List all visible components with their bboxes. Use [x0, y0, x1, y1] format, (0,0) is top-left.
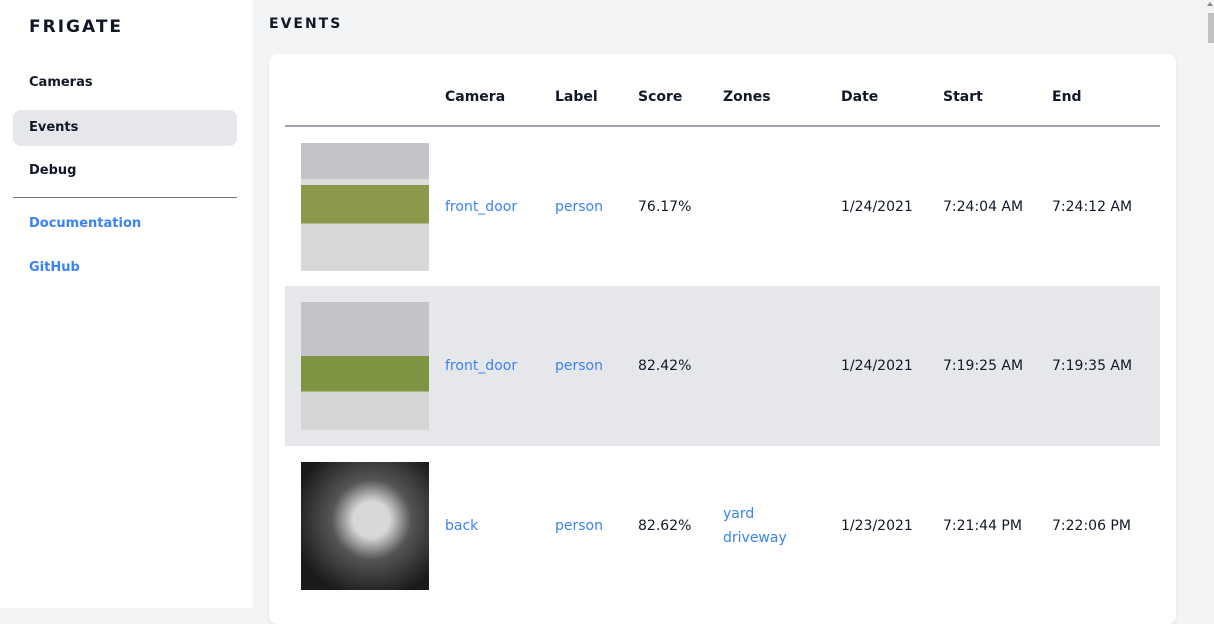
- score: 82.42%: [638, 286, 723, 446]
- scrollbar[interactable]: [1206, 0, 1214, 608]
- table-row[interactable]: back person 82.62% yard driveway 1/23/202…: [285, 446, 1160, 606]
- camera-link[interactable]: front_door: [445, 358, 518, 374]
- end-time: 7:22:06 PM: [1052, 518, 1131, 534]
- date: 1/24/2021: [841, 198, 913, 215]
- header-start: Start: [943, 54, 1052, 127]
- thumbnail-cell: [285, 446, 445, 606]
- header-thumbnail: [285, 54, 445, 127]
- events-card: Camera Label Score Zones Date Start End …: [269, 54, 1176, 624]
- date: 1/24/2021: [841, 286, 943, 446]
- header-end: End: [1052, 54, 1160, 127]
- score: 82.62%: [638, 518, 692, 534]
- event-thumbnail[interactable]: [301, 462, 429, 590]
- zone-link[interactable]: driveway: [723, 530, 787, 546]
- start-time: 7:21:44 PM: [943, 518, 1022, 534]
- sidebar: FRIGATE Cameras Events Debug Documentati…: [0, 0, 253, 608]
- end-time: 7:24:12 AM: [1052, 198, 1133, 215]
- table-row[interactable]: front_door person 82.42% 1/24/2021 7:19:…: [285, 286, 1160, 446]
- page-title: EVENTS: [269, 16, 343, 32]
- sidebar-item-events[interactable]: Events: [13, 110, 237, 146]
- camera-link[interactable]: back: [445, 518, 479, 534]
- start-time: 7:19:25 AM: [943, 286, 1052, 446]
- documentation-link[interactable]: Documentation: [29, 216, 142, 231]
- label-link[interactable]: person: [555, 358, 603, 374]
- zone-link[interactable]: yard: [723, 506, 755, 522]
- sidebar-item-debug[interactable]: Debug: [29, 163, 77, 178]
- scroll-up-icon[interactable]: [1207, 2, 1213, 6]
- start-time: 7:24:04 AM: [943, 198, 1024, 215]
- brand-logo: FRIGATE: [29, 17, 124, 37]
- header-zones: Zones: [723, 54, 841, 127]
- event-thumbnail[interactable]: [301, 142, 429, 271]
- thumbnail-cell: [285, 126, 445, 286]
- sidebar-divider: [13, 197, 237, 198]
- date: 1/23/2021: [841, 518, 913, 534]
- thumbnail-cell: [285, 286, 445, 446]
- header-label: Label: [555, 54, 638, 127]
- table-row[interactable]: front_door person 76.17% 1/24/2021 7:24:…: [285, 126, 1160, 286]
- label-link[interactable]: person: [555, 198, 603, 215]
- header-camera: Camera: [445, 54, 555, 127]
- sidebar-item-cameras[interactable]: Cameras: [29, 75, 93, 90]
- camera-link[interactable]: front_door: [445, 198, 518, 215]
- event-thumbnail[interactable]: [301, 302, 429, 430]
- end-time: 7:19:35 AM: [1052, 286, 1160, 446]
- table-header: Camera Label Score Zones Date Start End: [285, 54, 1160, 127]
- scrollbar-thumb[interactable]: [1208, 13, 1214, 43]
- header-date: Date: [841, 54, 943, 127]
- events-table: Camera Label Score Zones Date Start End …: [285, 54, 1160, 606]
- github-link[interactable]: GitHub: [29, 260, 80, 275]
- label-link[interactable]: person: [555, 518, 603, 534]
- score: 76.17%: [638, 198, 692, 215]
- header-score: Score: [638, 54, 723, 127]
